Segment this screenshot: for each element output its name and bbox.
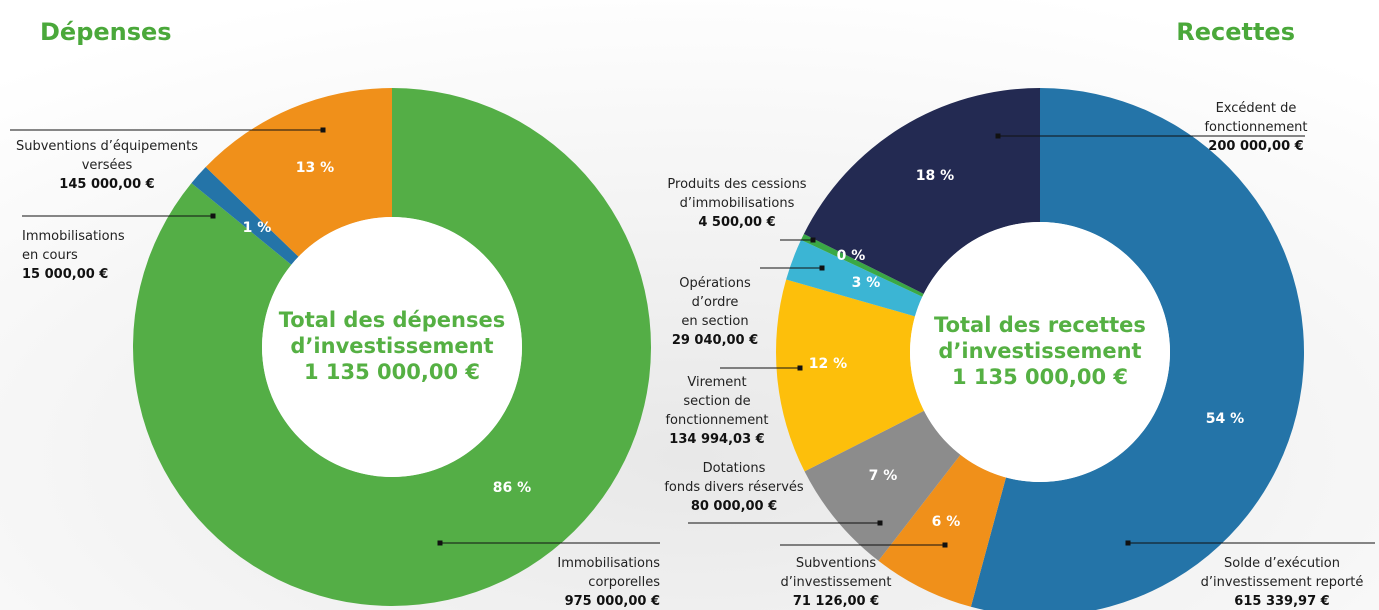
percentage-label: 54 % [1206,411,1244,427]
donut-slice [132,88,652,606]
amount-label: 615 339,97 € [1234,594,1329,609]
category-label: versées [82,158,133,173]
donut-slice [191,167,299,265]
category-label: en cours [22,248,78,263]
category-label: Immobilisations [557,556,660,571]
leader-dot [877,520,883,526]
category-label: fonds divers réservés [664,480,804,495]
category-label: Solde d’exécution [1224,556,1340,571]
donut-slice [786,239,923,317]
category-label: d’investissement [781,575,892,590]
amount-label: 71 126,00 € [793,594,879,609]
amount-label: 145 000,00 € [59,177,154,192]
percentage-label: 1 % [243,220,272,236]
leader-dot [819,265,825,271]
category-label: Immobilisations [22,229,125,244]
amount-label: 200 000,00 € [1208,139,1303,154]
leader-dot [942,542,948,548]
donut-slice [803,88,1040,294]
center-text: Total des recettes [934,313,1146,337]
category-label: d’ordre [692,295,739,310]
donut-slice [970,88,1304,610]
leader-dot [1125,540,1131,546]
category-label: fonctionnement [665,413,768,428]
category-label: fonctionnement [1204,120,1307,135]
center-text: d’investissement [290,334,493,358]
category-label: Opérations [679,276,751,291]
donut-slice [878,454,1006,607]
category-label: corporelles [588,575,660,590]
leader-dot [810,237,816,243]
percentage-label: 86 % [493,480,531,496]
category-label: Virement [687,375,746,390]
donut-hole [262,217,522,477]
amount-label: 4 500,00 € [698,215,775,230]
category-label: d’immobilisations [680,196,795,211]
donut-slice [801,233,924,297]
category-label: d’investissement reporté [1201,575,1364,590]
amount-label: 29 040,00 € [672,333,758,348]
chart-title: Dépenses [40,18,172,46]
center-text: 1 135 000,00 € [952,365,1128,389]
category-label: en section [681,314,748,329]
category-label: Produits des cessions [667,177,806,192]
donut-hole [910,222,1170,482]
percentage-label: 12 % [809,356,847,372]
leader-dot [797,365,803,371]
leader-dot [320,127,326,133]
category-label: Excédent de [1216,101,1297,116]
leader-dot [210,213,216,219]
chart-title: Recettes [1176,18,1295,46]
leader-dot [995,133,1001,139]
category-label: Subventions d’équipements [16,139,198,154]
percentage-label: 18 % [916,168,954,184]
leader-dot [437,540,443,546]
amount-label: 975 000,00 € [565,594,660,609]
center-text: Total des dépenses [279,308,506,332]
donut-slice [776,279,925,472]
category-label: Dotations [703,461,766,476]
percentage-label: 0 % [837,248,866,264]
percentage-label: 13 % [296,160,334,176]
percentage-label: 6 % [932,514,961,530]
amount-label: 80 000,00 € [691,499,777,514]
category-label: section de [683,394,750,409]
center-text: 1 135 000,00 € [304,360,480,384]
percentage-label: 7 % [869,468,898,484]
amount-label: 15 000,00 € [22,267,108,282]
amount-label: 134 994,03 € [669,432,764,447]
percentage-label: 3 % [852,275,881,291]
category-label: Subventions [796,556,877,571]
center-text: d’investissement [938,339,1141,363]
